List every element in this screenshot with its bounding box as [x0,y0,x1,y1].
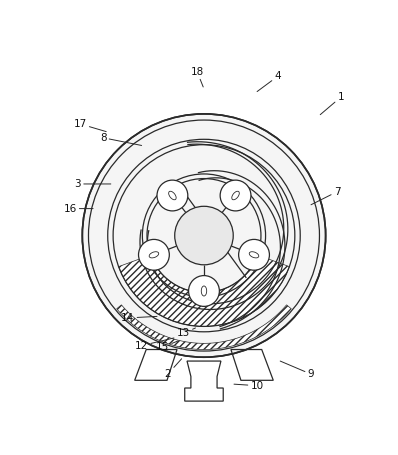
Circle shape [82,114,326,357]
Text: 10: 10 [234,381,263,391]
Ellipse shape [232,191,239,200]
Text: 14: 14 [121,313,157,323]
Circle shape [220,180,251,211]
Circle shape [239,239,269,270]
Ellipse shape [149,252,159,258]
Text: 18: 18 [190,66,204,87]
Text: 8: 8 [100,133,142,146]
Text: 9: 9 [280,361,314,379]
Ellipse shape [169,191,176,200]
Text: 1: 1 [320,92,344,115]
Circle shape [189,276,219,306]
Text: 15: 15 [156,341,178,352]
Text: 2: 2 [164,359,181,379]
Text: 16: 16 [63,203,93,213]
Circle shape [175,206,233,265]
Text: 7: 7 [311,187,341,205]
Circle shape [139,239,169,270]
Ellipse shape [249,252,259,258]
Text: 17: 17 [73,119,106,131]
Ellipse shape [201,286,207,296]
Text: 3: 3 [74,179,111,189]
Polygon shape [117,305,291,349]
Text: 13: 13 [177,328,195,339]
Text: 12: 12 [135,338,174,351]
Circle shape [157,180,188,211]
Polygon shape [119,255,289,326]
Text: 4: 4 [257,71,281,91]
